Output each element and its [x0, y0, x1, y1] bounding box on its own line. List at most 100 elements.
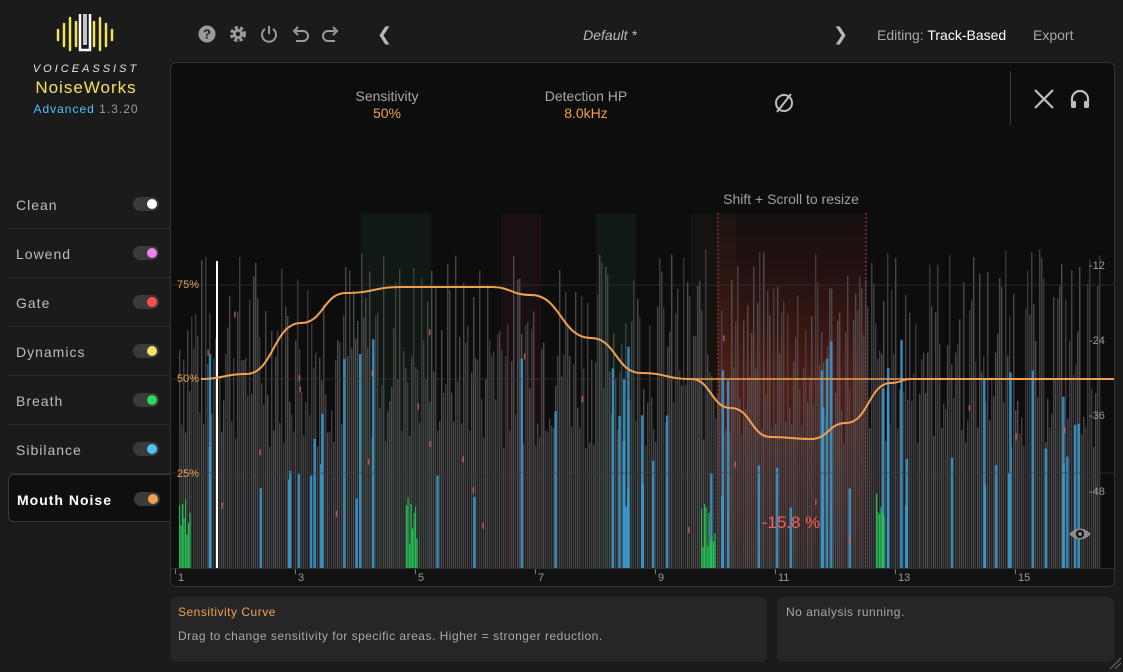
- waveform-bar: [403, 351, 405, 568]
- detection-bar: [624, 506, 628, 568]
- noise-bar: [416, 538, 418, 568]
- detection-bar: [900, 340, 903, 568]
- waveform-bar: [347, 356, 349, 568]
- waveform-bar: [585, 447, 587, 568]
- resize-grip-icon[interactable]: [1108, 656, 1122, 670]
- waveform-bar: [909, 312, 911, 568]
- waveform-bar: [739, 398, 741, 568]
- detection-bar: [355, 498, 358, 568]
- waveform-bar: [1037, 397, 1039, 568]
- headphones-icon[interactable]: [1068, 87, 1092, 111]
- editing-mode[interactable]: Editing: Track-Based: [877, 27, 1006, 43]
- module-toggle[interactable]: [133, 197, 159, 211]
- waveform-bar: [905, 294, 907, 568]
- waveform-bar: [371, 437, 373, 568]
- waveform-bar: [551, 425, 553, 568]
- eye-icon[interactable]: [1068, 525, 1092, 543]
- waveform-bar: [707, 354, 709, 568]
- waveform-bar: [1007, 356, 1009, 568]
- waveform-display[interactable]: [171, 63, 1114, 586]
- waveform-bar: [305, 401, 307, 568]
- waveform-bar: [203, 423, 205, 568]
- sidebar-item-clean[interactable]: Clean: [8, 180, 170, 229]
- ruler-label: 1: [178, 572, 185, 584]
- waveform-panel[interactable]: Sensitivity 50% Detection HP 8.0kHz Shif…: [170, 62, 1115, 587]
- waveform-bar: [731, 279, 733, 568]
- noise-bar: [882, 512, 884, 568]
- brand-version: Advanced 1.3.20: [0, 102, 172, 116]
- waveform-bar: [919, 393, 921, 568]
- detection-bar: [436, 475, 439, 568]
- waveform-bar: [629, 399, 631, 568]
- waveform-bar: [981, 371, 983, 568]
- sidebar-item-sibilance[interactable]: Sibilance: [8, 425, 170, 474]
- module-toggle[interactable]: [133, 295, 159, 309]
- sensitivity-param[interactable]: Sensitivity 50%: [307, 88, 467, 121]
- detection-bar: [321, 413, 324, 568]
- edition-label: Advanced: [33, 102, 95, 116]
- redo-icon[interactable]: [321, 24, 341, 44]
- waveform-bar: [183, 359, 185, 568]
- detection-bar: [994, 465, 998, 568]
- module-toggle[interactable]: [133, 344, 159, 358]
- export-button[interactable]: Export: [1033, 27, 1074, 43]
- timeline-ruler[interactable]: 1 3 5 7 9 11 13 15: [171, 568, 1114, 586]
- toggle-knob: [147, 248, 157, 258]
- sidebar-item-breath[interactable]: Breath: [8, 376, 170, 425]
- waveform-bar: [1073, 375, 1075, 568]
- module-toggle[interactable]: [133, 442, 159, 456]
- module-toggle[interactable]: [133, 393, 159, 407]
- waveform-bar: [435, 287, 437, 568]
- noise-bar: [879, 514, 881, 568]
- waveform-bar: [181, 424, 183, 568]
- next-preset-button[interactable]: ❯: [833, 24, 849, 44]
- waveform-bar: [663, 307, 665, 568]
- waveform-bar: [493, 351, 495, 568]
- waveform-bar: [759, 252, 761, 569]
- waveform-bar: [987, 271, 989, 568]
- prev-preset-button[interactable]: ❮: [377, 24, 393, 44]
- sidebar-item-gate[interactable]: Gate: [8, 278, 170, 327]
- waveform-bar: [1091, 388, 1093, 568]
- waveform-bar: [567, 324, 569, 568]
- detection-bar: [343, 358, 346, 568]
- waveform-bar: [1017, 400, 1019, 568]
- ruler-label: 13: [898, 572, 911, 584]
- help-icon[interactable]: ?: [197, 24, 217, 44]
- module-toggle[interactable]: [133, 246, 159, 260]
- phase-invert-icon[interactable]: [772, 91, 796, 115]
- waveform-bar: [353, 290, 355, 568]
- waveform-bar: [349, 270, 351, 568]
- detection-param[interactable]: Detection HP 8.0kHz: [506, 88, 666, 121]
- waveform-bar: [1041, 257, 1043, 568]
- sensitivity-curve[interactable]: [200, 285, 1114, 441]
- preset-name[interactable]: Default *: [583, 27, 637, 43]
- waveform-bar: [367, 347, 369, 568]
- detection-bar: [726, 380, 730, 568]
- waveform-bar: [873, 283, 875, 568]
- waveform-bar: [461, 423, 463, 568]
- noise-bar: [407, 497, 409, 568]
- waveform-bar: [699, 280, 701, 568]
- module-toggle[interactable]: [134, 492, 160, 506]
- event-tick: [472, 487, 475, 494]
- event-tick: [688, 527, 690, 534]
- undo-icon[interactable]: [290, 24, 310, 44]
- close-icon[interactable]: [1032, 87, 1056, 111]
- detection-value: 8.0kHz: [564, 105, 608, 121]
- waveform-bar: [735, 321, 737, 568]
- gear-icon[interactable]: [228, 24, 248, 44]
- waveform-bar: [639, 317, 641, 568]
- waveform-bar: [877, 358, 879, 568]
- detection-bar: [626, 489, 630, 568]
- waveform-bar: [215, 338, 217, 568]
- sidebar-item-lowend[interactable]: Lowend: [8, 229, 170, 278]
- event-tick: [207, 349, 209, 356]
- detection-bar: [775, 467, 779, 568]
- sidebar-item-dynamics[interactable]: Dynamics: [8, 327, 170, 376]
- sidebar-item-mouth-noise[interactable]: Mouth Noise: [8, 474, 170, 522]
- waveform-bar: [791, 424, 793, 568]
- waveform-bar: [413, 267, 415, 568]
- power-icon[interactable]: [259, 24, 279, 44]
- noise-bar: [410, 503, 412, 568]
